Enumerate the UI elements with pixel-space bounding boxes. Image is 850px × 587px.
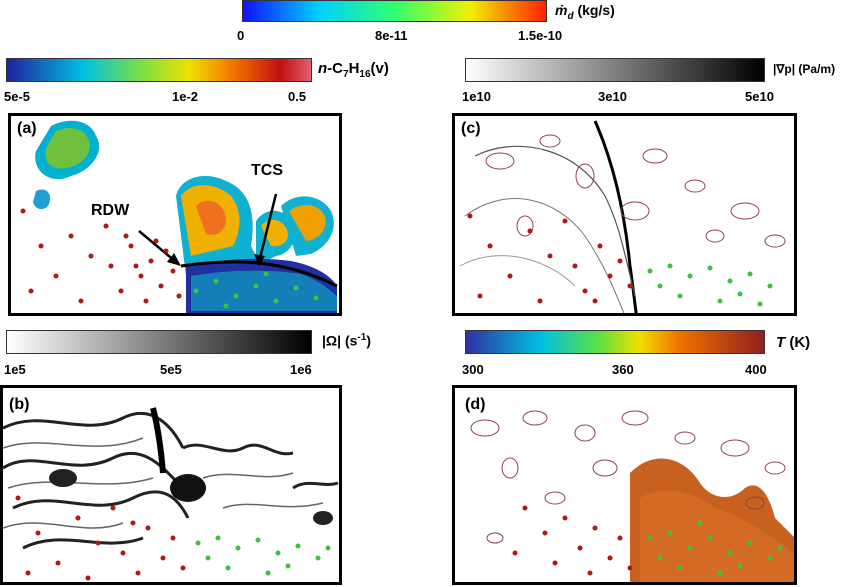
vorticity-colorbar: [6, 330, 312, 354]
panel-b-field: [3, 407, 339, 581]
panel-d: (d): [452, 385, 797, 585]
panel-a: (a) TCS RDW: [8, 113, 342, 316]
pressure-gradient-colorbar: [465, 58, 765, 82]
panel-c-field: [459, 120, 786, 313]
temperature-colorbar: [465, 330, 765, 354]
heptane-tick-1: 1e-2: [172, 89, 199, 104]
droplet-mass-rate-colorbar: [242, 0, 547, 22]
heptane-label: n-C7H16(v): [318, 60, 389, 80]
panel-a-label: (a): [15, 120, 39, 138]
temp-tick-2: 400: [745, 362, 767, 377]
gradp-tick-0: 1e10: [462, 89, 491, 104]
panel-c: (c): [452, 113, 797, 316]
heptane-colorbar: [6, 58, 312, 82]
vorticity-label: |Ω| (s-1): [322, 332, 371, 349]
md-tick-0: 0: [237, 28, 245, 43]
gradp-tick-1: 3e10: [598, 89, 627, 104]
temperature-label: T (K): [776, 334, 811, 351]
omega-tick-0: 1e5: [4, 362, 26, 377]
tcs-annotation: TCS: [251, 162, 283, 179]
panel-d-field: [470, 410, 794, 582]
panel-b-label: (b): [7, 396, 32, 414]
panel-c-label: (c): [459, 120, 483, 138]
gradp-tick-2: 5e10: [745, 89, 774, 104]
panel-d-label: (d): [463, 396, 488, 414]
panel-a-field: [20, 120, 338, 313]
md-tick-2: 1.5e-10: [518, 28, 563, 43]
omega-tick-1: 5e5: [160, 362, 182, 377]
temp-tick-1: 360: [612, 362, 634, 377]
heptane-tick-2: 0.5: [288, 89, 307, 104]
md-tick-1: 8e-11: [375, 28, 408, 43]
pressure-gradient-label: |∇p| (Pa/m): [773, 62, 836, 76]
temp-tick-0: 300: [462, 362, 484, 377]
panel-b: (b): [0, 385, 342, 585]
omega-tick-2: 1e6: [290, 362, 312, 377]
rdw-annotation: RDW: [91, 202, 130, 219]
droplet-mass-rate-label: ṁd (kg/s): [555, 2, 615, 22]
heptane-tick-0: 5e-5: [4, 89, 31, 104]
